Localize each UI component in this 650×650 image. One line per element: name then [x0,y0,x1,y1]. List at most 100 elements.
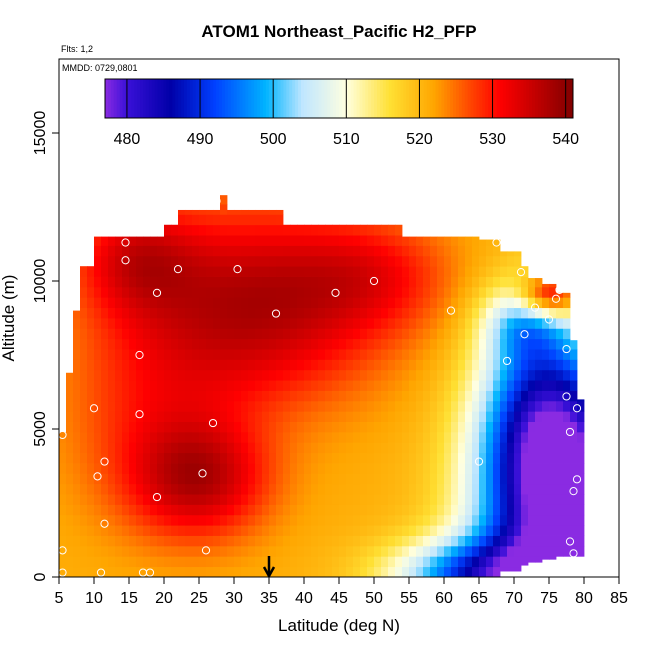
heatmap-cell [94,380,102,391]
heatmap-cell [311,473,319,485]
heatmap-cell [318,431,326,443]
heatmap-cell [73,442,81,454]
heatmap-cell [437,545,445,557]
heatmap-cell [325,369,333,381]
heatmap-cell [297,400,305,412]
heatmap-cell [437,245,445,257]
heatmap-cell [381,525,389,536]
heatmap-cell [269,390,277,402]
colorbar-segment [520,79,524,118]
heatmap-cell [549,338,557,350]
heatmap-cell [514,380,522,391]
heatmap-cell [409,338,417,350]
heatmap-cell [213,452,221,464]
heatmap-cell [367,431,375,443]
heatmap-cell [402,442,410,454]
heatmap-cell [465,535,473,547]
heatmap-cell [241,431,249,443]
heatmap-cell [192,255,200,267]
heatmap-cell [416,556,424,568]
heatmap-cell [444,276,452,288]
heatmap-cell [325,349,333,360]
heatmap-cell [304,255,312,267]
heatmap-cell [101,328,109,340]
heatmap-cell [143,297,151,309]
heatmap-cell [290,349,298,360]
heatmap-cell [171,452,179,464]
heatmap-cell [409,421,417,433]
heatmap-cell [143,369,151,381]
heatmap-cell [570,452,578,464]
heatmap-cell [318,307,326,319]
heatmap-cell [570,349,578,360]
heatmap-cell [346,514,354,526]
heatmap-cell [395,556,403,568]
heatmap-cell [395,545,403,557]
heatmap-cell [213,307,221,319]
heatmap-cell [570,483,578,495]
heatmap-cell [437,463,445,474]
heatmap-cell [332,494,340,505]
sample-point [516,268,526,277]
heatmap-cell [248,566,256,578]
heatmap-cell [150,421,158,433]
heatmap-cell [479,442,487,454]
heatmap-cell [143,380,151,391]
heatmap-cell [108,556,116,568]
heatmap-cell [66,494,74,505]
down-arrow-icon [262,566,276,579]
heatmap-cell [87,421,95,433]
heatmap-cell [185,276,193,288]
heatmap-cell [367,442,375,454]
heatmap-cell [241,369,249,381]
heatmap-cell [164,297,172,309]
heatmap-cell [185,504,193,516]
colorbar-segment [382,79,387,118]
heatmap-cell [500,504,508,516]
heatmap-cell [374,245,382,257]
heatmap-cell [493,483,501,495]
heatmap-cell [241,359,249,371]
colorbar-segment [257,79,261,118]
heatmap-cell [521,442,529,454]
heatmap-cell [192,514,200,526]
heatmap-cell [360,276,368,288]
heatmap-cell [528,442,536,454]
heatmap-cell [458,452,466,464]
heatmap-cell [269,442,277,454]
heatmap-cell [465,442,473,454]
heatmap-cell [500,535,508,547]
heatmap-cell [395,328,403,340]
heatmap-cell [472,442,480,454]
heatmap-cell [192,286,200,298]
heatmap-cell [514,431,522,443]
heatmap-cell [528,349,536,360]
heatmap-cell [290,359,298,371]
heatmap-cell [164,442,172,454]
heatmap-cell [122,556,130,568]
heatmap-cell [479,286,487,298]
heatmap-cell [402,535,410,547]
heatmap-cell [409,431,417,443]
heatmap-cell [395,307,403,319]
heatmap-cell [129,297,137,309]
heatmap-cell [381,504,389,516]
heatmap-cell [143,411,151,422]
heatmap-cell [556,318,564,329]
heatmap-cell [206,255,214,267]
heatmap-cell [157,473,165,485]
heatmap-cell [535,545,543,557]
heatmap-cell [514,338,522,350]
heatmap-cell [297,245,305,257]
heatmap-cell [66,411,74,422]
heatmap-cell [486,483,494,495]
heatmap-cell [451,286,459,298]
heatmap-cell [458,245,466,257]
heatmap-cell [192,380,200,391]
heatmap-cell [234,400,242,412]
heatmap-cell [570,494,578,505]
heatmap-cell [318,411,326,422]
heatmap-cell [367,525,375,536]
heatmap-cell [94,400,102,412]
heatmap-cell [381,297,389,309]
